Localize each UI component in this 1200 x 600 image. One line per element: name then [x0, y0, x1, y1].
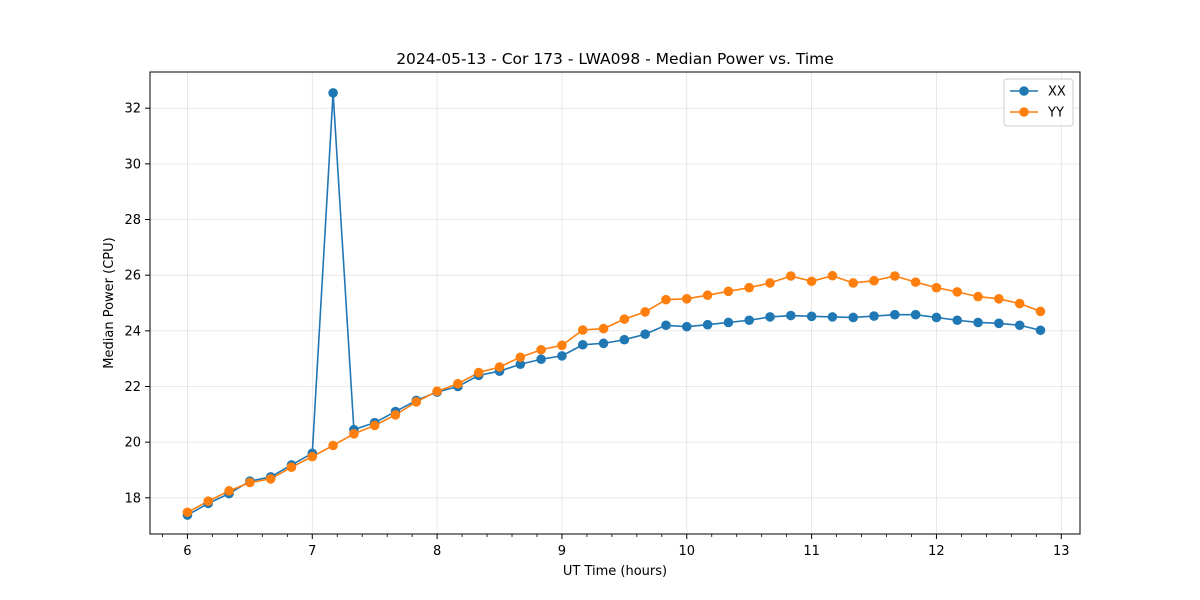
data-point-yy	[723, 286, 734, 297]
data-point-xx	[848, 312, 859, 323]
data-point-yy	[307, 451, 318, 462]
data-point-yy	[473, 367, 484, 378]
y-tick-label: 20	[124, 436, 141, 451]
data-point-xx	[931, 312, 942, 323]
data-point-yy	[536, 344, 546, 355]
y-tick-label: 18	[124, 491, 141, 506]
data-point-xx	[973, 317, 983, 328]
data-point-yy	[411, 397, 422, 407]
data-point-xx	[328, 88, 338, 98]
data-point-yy	[869, 275, 879, 286]
y-axis-label: Median Power (CPU)	[102, 237, 117, 368]
data-point-xx	[1035, 325, 1046, 336]
data-point-xx	[702, 319, 713, 330]
data-point-yy	[328, 440, 338, 451]
data-point-yy	[1014, 298, 1025, 309]
chart-title: 2024-05-13 - Cor 173 - LWA098 - Median P…	[396, 50, 834, 68]
legend-marker-yy	[1019, 107, 1029, 117]
x-tick-label: 6	[183, 544, 191, 559]
data-point-xx	[515, 359, 526, 370]
legend-marker-xx	[1019, 86, 1029, 96]
x-tick-label: 7	[308, 544, 316, 559]
x-tick-label: 9	[558, 544, 566, 559]
data-point-xx	[994, 318, 1004, 329]
data-point-yy	[931, 282, 942, 293]
data-point-xx	[910, 309, 921, 320]
data-point-yy	[1035, 306, 1046, 317]
data-point-xx	[619, 334, 630, 345]
data-point-yy	[369, 420, 380, 431]
data-point-yy	[661, 294, 671, 305]
x-tick-label: 8	[433, 544, 441, 559]
data-point-yy	[515, 352, 526, 363]
data-point-yy	[744, 282, 754, 293]
x-tick-label: 10	[679, 544, 696, 559]
axis-ticks: 6 7 8 9 10 11 12 13 18 20 22 24 26 28 30 32	[124, 102, 1069, 559]
data-point-xx	[536, 354, 546, 365]
x-axis-label: UT Time (hours)	[563, 564, 667, 579]
data-point-xx	[952, 315, 963, 326]
legend-label-xx: XX	[1048, 85, 1066, 100]
data-point-yy	[265, 474, 276, 484]
data-point-yy	[557, 340, 567, 351]
x-tick-label: 12	[928, 544, 945, 559]
data-point-xx	[744, 315, 754, 326]
y-tick-label: 32	[124, 102, 141, 117]
legend: XX YY	[1003, 78, 1074, 127]
data-point-yy	[577, 325, 588, 335]
data-point-xx	[640, 329, 650, 339]
data-point-yy	[702, 290, 713, 301]
y-tick-label: 30	[124, 157, 141, 172]
data-point-yy	[390, 410, 401, 420]
data-point-yy	[453, 378, 463, 389]
data-point-yy	[765, 278, 775, 288]
data-point-yy	[286, 462, 297, 473]
x-tick-label: 13	[1053, 544, 1070, 559]
y-tick-label: 22	[124, 380, 141, 395]
data-point-yy	[224, 486, 234, 496]
data-point-yy	[973, 291, 983, 302]
data-point-xx	[598, 338, 609, 349]
x-tick-label: 11	[803, 544, 820, 559]
data-point-yy	[827, 270, 838, 281]
data-point-yy	[432, 386, 442, 397]
data-point-yy	[994, 294, 1004, 304]
data-point-yy	[598, 323, 609, 334]
legend-label-yy: YY	[1047, 106, 1064, 121]
data-point-yy	[806, 276, 817, 287]
data-point-xx	[890, 309, 900, 320]
data-point-xx	[723, 317, 734, 328]
data-point-yy	[890, 271, 900, 281]
grid	[150, 72, 1080, 534]
data-point-xx	[786, 310, 796, 321]
data-point-xx	[765, 312, 775, 322]
data-point-yy	[619, 314, 630, 324]
data-point-xx	[806, 311, 817, 322]
y-tick-label: 24	[124, 324, 141, 339]
data-point-xx	[869, 311, 879, 321]
data-point-xx	[557, 351, 567, 361]
data-point-yy	[494, 362, 505, 372]
data-point-yy	[245, 477, 255, 488]
data-point-yy	[203, 496, 214, 506]
data-point-yy	[182, 507, 193, 518]
y-tick-label: 28	[124, 213, 141, 228]
data-point-yy	[848, 278, 859, 288]
data-point-xx	[661, 320, 671, 331]
data-point-yy	[952, 287, 963, 297]
data-point-xx	[827, 312, 838, 322]
data-point-xx	[577, 339, 588, 350]
data-point-yy	[349, 429, 359, 439]
data-point-yy	[681, 294, 692, 304]
data-point-yy	[910, 277, 921, 287]
data-point-xx	[1014, 320, 1025, 331]
data-point-yy	[786, 271, 796, 281]
data-point-xx	[681, 321, 692, 332]
y-tick-label: 26	[124, 269, 141, 284]
series-group	[182, 88, 1046, 520]
plot-area-frame	[149, 71, 1081, 535]
data-point-yy	[640, 307, 650, 317]
